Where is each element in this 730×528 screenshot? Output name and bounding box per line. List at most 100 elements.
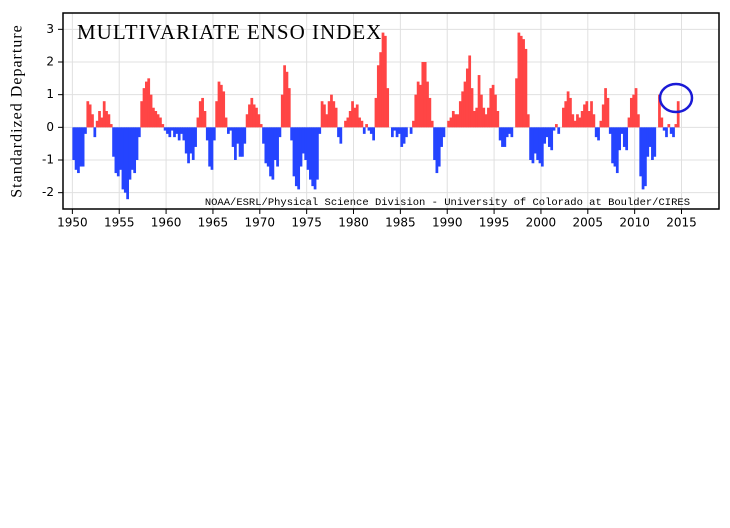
area-segment xyxy=(367,127,371,131)
area-segment xyxy=(304,127,308,160)
area-segment xyxy=(290,127,293,141)
area-segment xyxy=(456,114,460,128)
area-segment xyxy=(137,127,141,138)
chart-title: MULTIVARIATE ENSO INDEX xyxy=(77,20,382,44)
y-tick-label: 2 xyxy=(46,55,54,69)
area-segment xyxy=(379,52,383,128)
area-segment xyxy=(601,104,605,128)
area-segment xyxy=(374,97,378,128)
area-segment xyxy=(449,117,453,128)
area-segment xyxy=(198,101,202,128)
area-segment xyxy=(566,91,570,128)
area-segment xyxy=(489,88,493,128)
area-segment xyxy=(473,111,476,128)
area-segment xyxy=(250,97,254,128)
y-tick-label: -1 xyxy=(42,153,54,167)
area-segment xyxy=(229,127,233,131)
area-segment xyxy=(391,127,394,138)
area-segment xyxy=(177,127,181,141)
area-segment xyxy=(629,97,633,128)
x-tick-label: 1970 xyxy=(245,216,276,230)
area-segment xyxy=(145,81,148,128)
area-segment xyxy=(585,101,589,128)
area-segment xyxy=(306,127,310,170)
area-segment xyxy=(510,127,514,138)
area-segment xyxy=(161,124,165,128)
area-segment xyxy=(344,120,347,128)
area-segment xyxy=(72,127,76,160)
area-segment xyxy=(599,120,603,128)
area-segment xyxy=(557,127,561,134)
area-segment xyxy=(491,84,495,128)
area-segment xyxy=(653,127,657,157)
area-segment xyxy=(667,124,671,128)
area-segment xyxy=(592,114,596,128)
area-segment xyxy=(299,127,303,167)
area-segment xyxy=(594,127,598,138)
area-segment xyxy=(524,48,528,128)
area-segment xyxy=(625,127,629,151)
area-segment xyxy=(494,94,497,128)
area-segment xyxy=(637,114,640,128)
area-segment xyxy=(334,107,338,128)
area-segment xyxy=(547,127,551,147)
area-segment xyxy=(327,101,331,128)
area-segment xyxy=(587,111,591,128)
area-segment xyxy=(285,71,289,128)
area-segment xyxy=(470,88,474,128)
area-segment xyxy=(644,127,647,187)
area-segment xyxy=(475,107,479,128)
area-segment xyxy=(604,88,607,128)
area-segment xyxy=(152,107,155,128)
area-segment xyxy=(641,127,645,190)
area-segment xyxy=(292,127,296,177)
x-tick-label: 1965 xyxy=(198,216,229,230)
area-segment xyxy=(480,94,483,128)
area-segment xyxy=(323,104,326,128)
area-segment xyxy=(564,101,568,128)
area-segment xyxy=(398,127,401,134)
area-segment xyxy=(140,101,144,128)
area-segment xyxy=(442,127,446,138)
area-segment xyxy=(430,120,434,128)
area-segment xyxy=(576,114,579,128)
area-segment xyxy=(416,81,420,128)
y-tick-label: 1 xyxy=(46,87,54,101)
area-segment xyxy=(102,101,106,128)
area-segment xyxy=(311,127,315,187)
area-segment xyxy=(405,127,408,138)
area-segment xyxy=(116,127,120,177)
area-segment xyxy=(383,35,387,128)
area-segment xyxy=(320,101,324,128)
area-segment xyxy=(538,127,542,164)
area-segment xyxy=(531,127,535,164)
area-segment xyxy=(241,127,244,157)
area-segment xyxy=(660,117,664,128)
x-tick-label: 1955 xyxy=(104,216,135,230)
area-segment xyxy=(231,127,235,147)
area-segment xyxy=(191,127,195,160)
area-segment xyxy=(278,127,282,138)
plot-frame xyxy=(62,12,720,210)
area-segment xyxy=(276,127,279,167)
area-segment xyxy=(91,114,94,128)
area-segment xyxy=(255,107,258,128)
area-segment xyxy=(458,101,462,128)
area-segment xyxy=(245,114,249,128)
area-segment xyxy=(536,127,539,160)
area-segment xyxy=(109,124,113,128)
area-segment xyxy=(658,94,661,128)
area-segment xyxy=(128,127,132,180)
area-segment xyxy=(147,78,151,128)
area-segment xyxy=(676,101,680,128)
area-segment xyxy=(262,127,265,144)
area-segment xyxy=(522,39,525,128)
area-segment xyxy=(114,127,118,174)
y-axis-label: Standardized Departure xyxy=(9,24,26,197)
area-segment xyxy=(402,127,406,144)
area-segment xyxy=(662,127,666,131)
x-tick-label: 1960 xyxy=(151,216,182,230)
area-segment xyxy=(519,35,523,128)
area-segment xyxy=(376,65,380,128)
